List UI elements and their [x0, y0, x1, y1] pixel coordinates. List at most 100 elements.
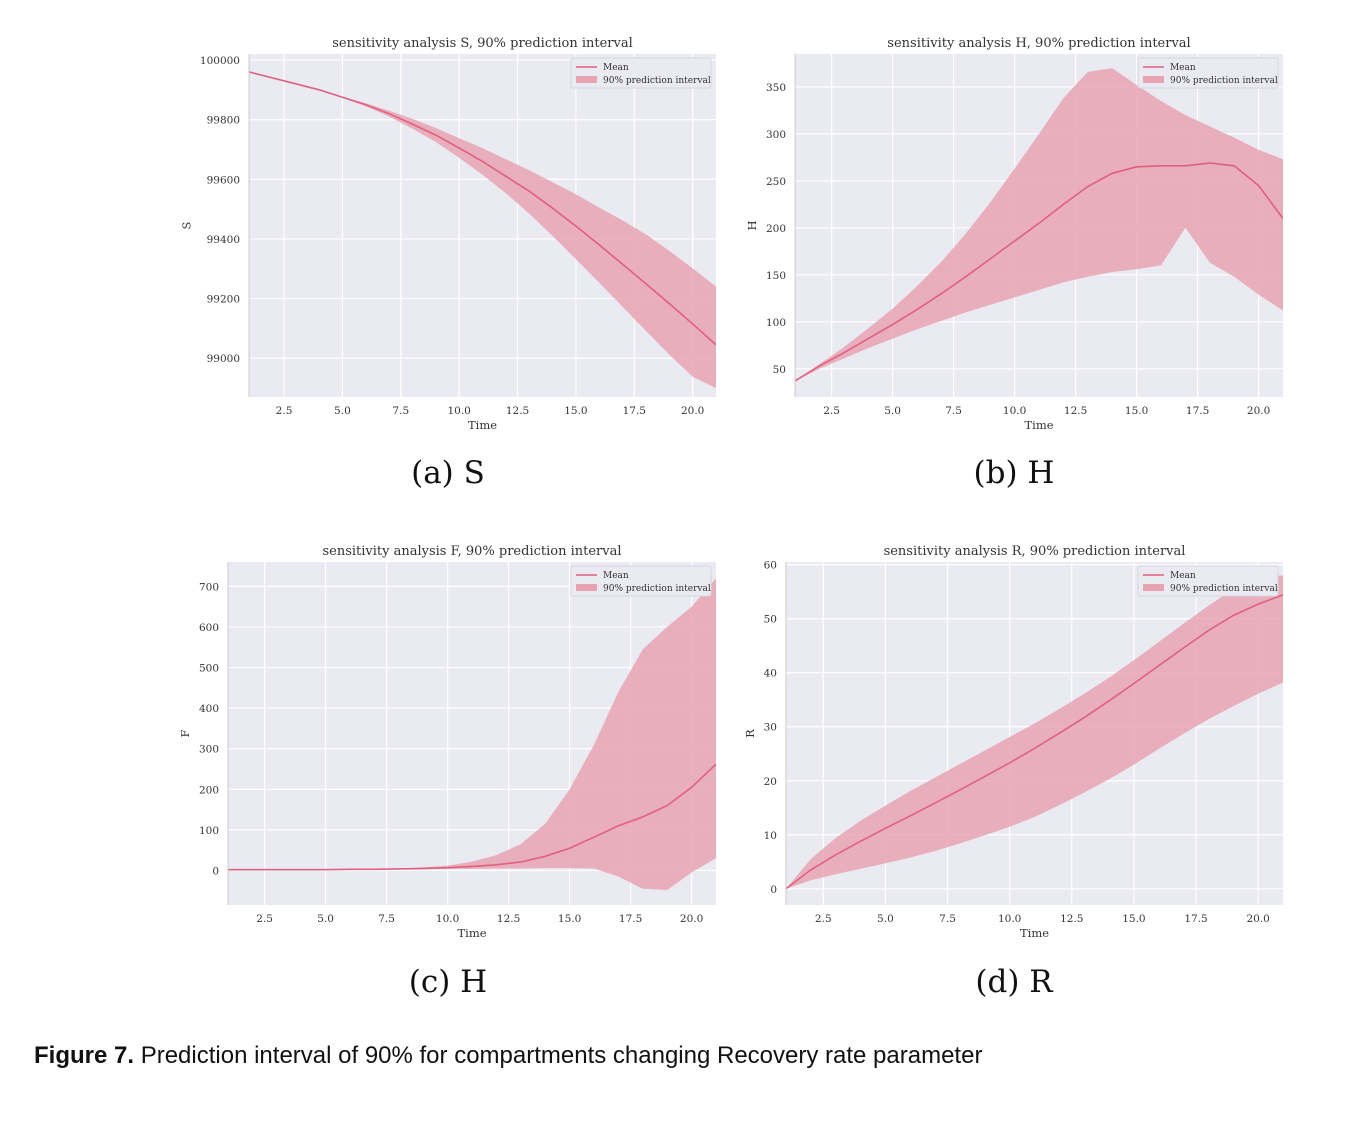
y-tick-label: 0	[212, 865, 219, 877]
y-tick-label: 10	[764, 830, 777, 842]
mean-line	[795, 162, 1283, 382]
y-tick-label: 150	[766, 270, 786, 282]
x-tick-label: 5.0	[884, 405, 901, 417]
legend-box	[1137, 57, 1279, 89]
x-axis-label: Time	[457, 926, 486, 940]
legend-box	[570, 57, 712, 89]
x-tick-label: 17.5	[623, 405, 646, 417]
x-axis-label: Time	[468, 418, 497, 432]
y-tick-label: 99600	[207, 174, 240, 186]
x-tick-label: 17.5	[619, 913, 642, 925]
x-tick-label: 12.5	[1064, 405, 1087, 417]
y-axis-label: S	[179, 221, 193, 229]
legend-label-interval: 90% prediction interval	[1170, 76, 1278, 86]
y-tick-label: 200	[766, 223, 786, 235]
x-tick-label: 12.5	[497, 913, 520, 925]
x-tick-label: 2.5	[823, 405, 840, 417]
y-tick-label: 400	[199, 703, 219, 715]
x-tick-label: 15.0	[1122, 913, 1145, 925]
x-tick-label: 7.5	[939, 913, 956, 925]
x-tick-label: 15.0	[564, 405, 587, 417]
legend-box	[1137, 565, 1279, 597]
legend-label-interval: 90% prediction interval	[603, 76, 711, 86]
x-tick-label: 12.5	[506, 405, 529, 417]
prediction-interval-band	[249, 71, 716, 389]
y-tick-label: 250	[766, 176, 786, 188]
x-tick-label: 20.0	[1246, 913, 1269, 925]
y-tick-label: 99400	[207, 234, 240, 246]
x-tick-label: 17.5	[1184, 913, 1207, 925]
y-tick-label: 100	[766, 317, 786, 329]
legend-label-mean: Mean	[1170, 571, 1196, 581]
mean-line	[786, 594, 1283, 890]
y-tick-label: 500	[199, 663, 219, 675]
chart-r: sensitivity analysis R, 90% prediction i…	[743, 544, 1283, 940]
chart-title: sensitivity analysis F, 90% prediction i…	[322, 544, 621, 559]
y-tick-label: 100000	[200, 55, 240, 67]
legend-label-interval: 90% prediction interval	[1170, 584, 1278, 594]
x-tick-label: 17.5	[1186, 405, 1209, 417]
legend-label-mean: Mean	[603, 571, 629, 581]
prediction-interval-band	[786, 575, 1283, 889]
prediction-interval-band	[228, 578, 716, 890]
x-tick-label: 20.0	[681, 405, 704, 417]
y-tick-label: 300	[766, 129, 786, 141]
subcaption-b: (b) H	[973, 455, 1055, 491]
x-tick-label: 5.0	[334, 405, 351, 417]
x-tick-label: 12.5	[1060, 913, 1083, 925]
subcaption-a: (a) S	[411, 455, 485, 491]
chart-f: sensitivity analysis F, 90% prediction i…	[178, 544, 716, 940]
x-tick-label: 7.5	[378, 913, 395, 925]
y-tick-label: 99800	[207, 115, 240, 127]
y-tick-label: 700	[199, 581, 219, 593]
y-axis-label: R	[743, 729, 757, 738]
chart-panel-h: sensitivity analysis H, 90% prediction i…	[740, 30, 1300, 440]
legend-label-mean: Mean	[1170, 63, 1196, 73]
chart-title: sensitivity analysis S, 90% prediction i…	[332, 36, 633, 51]
y-tick-label: 200	[199, 784, 219, 796]
x-tick-label: 15.0	[1125, 405, 1148, 417]
legend-band-swatch	[1143, 584, 1164, 591]
legend-label-mean: Mean	[603, 63, 629, 73]
mean-line	[228, 763, 716, 871]
y-axis-label: H	[745, 220, 759, 230]
x-tick-label: 10.0	[1003, 405, 1026, 417]
x-tick-label: 20.0	[680, 913, 703, 925]
y-tick-label: 0	[770, 884, 777, 896]
mean-line	[249, 71, 716, 346]
x-tick-label: 15.0	[558, 913, 581, 925]
chart-title: sensitivity analysis R, 90% prediction i…	[884, 544, 1186, 559]
y-tick-label: 300	[199, 744, 219, 756]
y-tick-label: 60	[764, 560, 777, 572]
subcaption-c: (c) H	[408, 964, 488, 1000]
y-tick-label: 20	[764, 776, 777, 788]
x-axis-label: Time	[1020, 926, 1049, 940]
y-tick-label: 600	[199, 622, 219, 634]
legend-box	[570, 565, 712, 597]
legend: Mean 90% prediction interval	[1137, 565, 1279, 597]
figure-caption: Figure 7. Prediction interval of 90% for…	[34, 1042, 982, 1070]
chart-s: sensitivity analysis S, 90% prediction i…	[179, 36, 716, 432]
chart-panel-s: sensitivity analysis S, 90% prediction i…	[170, 30, 730, 440]
x-tick-label: 2.5	[276, 405, 293, 417]
y-tick-label: 50	[773, 364, 786, 376]
legend-band-swatch	[576, 76, 597, 83]
x-tick-label: 7.5	[945, 405, 962, 417]
x-tick-label: 10.0	[447, 405, 470, 417]
x-tick-label: 2.5	[815, 913, 832, 925]
subcaption-d: (d) R	[975, 964, 1053, 1000]
plot-area	[249, 54, 716, 397]
chart-title: sensitivity analysis H, 90% prediction i…	[887, 36, 1190, 51]
x-tick-label: 5.0	[317, 913, 334, 925]
y-tick-label: 40	[764, 668, 777, 680]
legend-band-swatch	[1143, 76, 1164, 83]
y-tick-label: 50	[764, 614, 777, 626]
y-tick-label: 350	[766, 82, 786, 94]
y-tick-label: 99000	[207, 353, 240, 365]
x-tick-label: 20.0	[1247, 405, 1270, 417]
legend: Mean 90% prediction interval	[570, 57, 712, 89]
legend-label-interval: 90% prediction interval	[603, 584, 711, 594]
x-tick-label: 10.0	[998, 913, 1021, 925]
y-axis-label: F	[178, 729, 192, 737]
x-axis-label: Time	[1024, 418, 1053, 432]
